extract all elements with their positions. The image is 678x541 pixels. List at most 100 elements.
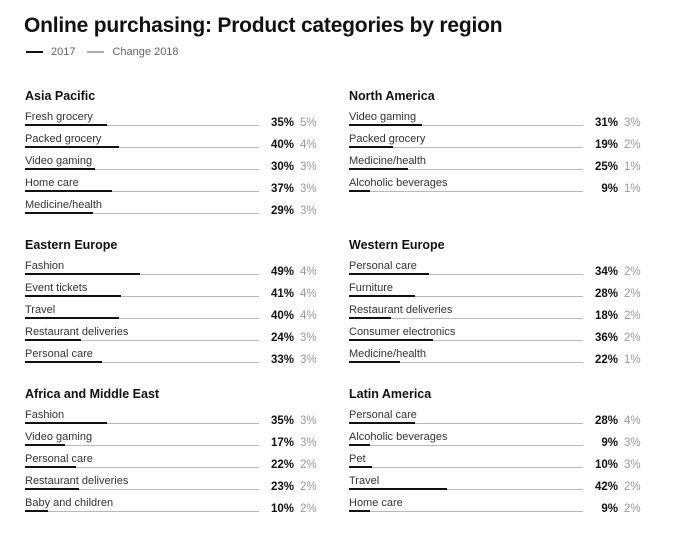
row-baseline bbox=[25, 362, 259, 363]
row-baseline bbox=[25, 489, 259, 490]
value-2017: 36% bbox=[594, 332, 618, 344]
row-asia-pacific-home-care: Home care 37% 3% bbox=[25, 177, 325, 199]
change-2018: 4% bbox=[624, 415, 641, 427]
row-western-europe-furniture: Furniture 28% 2% bbox=[349, 282, 649, 304]
change-2018: 3% bbox=[300, 354, 317, 366]
row-baseline bbox=[25, 467, 259, 468]
row-label: Personal care bbox=[25, 453, 93, 465]
change-2018: 2% bbox=[300, 481, 317, 493]
row-baseline bbox=[349, 511, 583, 512]
change-2018: 2% bbox=[624, 481, 641, 493]
change-2018: 4% bbox=[300, 266, 317, 278]
bar-2017-video-gaming bbox=[25, 168, 96, 170]
row-latin-america-alcoholic-beverages: Alcoholic beverages 9% 3% bbox=[349, 431, 649, 453]
row-western-europe-medicine-health: Medicine/health 22% 1% bbox=[349, 348, 649, 370]
change-2018: 1% bbox=[624, 183, 641, 195]
change-2018: 3% bbox=[300, 437, 317, 449]
row-eastern-europe-fashion: Fashion 49% 4% bbox=[25, 260, 325, 282]
value-2017: 19% bbox=[594, 139, 618, 151]
change-2018: 3% bbox=[300, 183, 317, 195]
row-baseline bbox=[349, 318, 583, 319]
row-asia-pacific-fresh-grocery: Fresh grocery 35% 5% bbox=[25, 111, 325, 133]
row-baseline bbox=[25, 340, 259, 341]
bar-2017-personal-care bbox=[25, 361, 103, 363]
value-2017: 9% bbox=[601, 183, 618, 195]
panel-eastern-europe: Eastern Europe Fashion 49% 4% Event tickets 4… bbox=[25, 238, 325, 370]
bar-2017-consumer-electronics bbox=[349, 339, 434, 341]
bar-2017-packed-grocery bbox=[25, 146, 119, 148]
row-north-america-alcoholic-beverages: Alcoholic beverages 9% 1% bbox=[349, 177, 649, 199]
row-baseline bbox=[349, 147, 583, 148]
value-2017: 33% bbox=[270, 354, 294, 366]
row-label: Restaurant deliveries bbox=[25, 326, 129, 338]
row-label: Travel bbox=[349, 475, 380, 487]
panel-title-western-europe: Western Europe bbox=[349, 238, 445, 252]
value-2017: 34% bbox=[594, 266, 618, 278]
row-label: Video gaming bbox=[25, 155, 93, 167]
row-latin-america-home-care: Home care 9% 2% bbox=[349, 497, 649, 519]
value-2017: 28% bbox=[594, 415, 618, 427]
change-2018: 5% bbox=[300, 117, 317, 129]
value-2017: 22% bbox=[594, 354, 618, 366]
value-2017: 9% bbox=[601, 437, 618, 449]
row-baseline bbox=[25, 147, 259, 148]
row-baseline bbox=[349, 169, 583, 170]
bar-2017-restaurant-deliveries bbox=[25, 488, 79, 490]
row-baseline bbox=[349, 423, 583, 424]
chart-title: Online purchasing: Product categories by… bbox=[24, 14, 503, 37]
row-label: Alcoholic beverages bbox=[349, 431, 448, 443]
change-2018: 3% bbox=[300, 161, 317, 173]
row-latin-america-pet: Pet 10% 3% bbox=[349, 453, 649, 475]
value-2017: 41% bbox=[270, 288, 294, 300]
row-label: Personal care bbox=[349, 409, 417, 421]
row-label: Restaurant deliveries bbox=[25, 475, 129, 487]
row-baseline bbox=[349, 489, 583, 490]
value-2017: 17% bbox=[270, 437, 294, 449]
row-label: Furniture bbox=[349, 282, 394, 294]
row-baseline bbox=[349, 362, 583, 363]
row-baseline bbox=[25, 511, 259, 512]
legend-item-change-2018: Change 2018 bbox=[87, 46, 179, 58]
bar-2017-alcoholic-beverages bbox=[349, 190, 371, 192]
change-2018: 3% bbox=[624, 117, 641, 129]
change-2018: 1% bbox=[624, 354, 641, 366]
bar-2017-video-gaming bbox=[25, 444, 65, 446]
row-label: Personal care bbox=[349, 260, 417, 272]
change-2018: 3% bbox=[300, 415, 317, 427]
row-label: Alcoholic beverages bbox=[349, 177, 448, 189]
row-label: Event tickets bbox=[25, 282, 88, 294]
bar-2017-pet bbox=[349, 466, 373, 468]
row-label: Medicine/health bbox=[349, 348, 427, 360]
value-2017: 49% bbox=[270, 266, 294, 278]
row-latin-america-personal-care: Personal care 28% 4% bbox=[349, 409, 649, 431]
bar-2017-personal-care bbox=[25, 466, 77, 468]
row-western-europe-consumer-electronics: Consumer electronics 36% 2% bbox=[349, 326, 649, 348]
row-baseline bbox=[349, 296, 583, 297]
panel-western-europe: Western Europe Personal care 34% 2% Furnitur… bbox=[349, 238, 649, 370]
row-label: Home care bbox=[25, 177, 79, 189]
row-label: Video gaming bbox=[25, 431, 93, 443]
panel-africa-and-middle-east: Africa and Middle East Fashion 35% 3% Video … bbox=[25, 387, 325, 519]
value-2017: 29% bbox=[270, 205, 294, 217]
legend-label-change-2018: Change 2018 bbox=[112, 46, 179, 58]
value-2017: 40% bbox=[270, 310, 294, 322]
value-2017: 9% bbox=[601, 503, 618, 515]
panel-title-eastern-europe: Eastern Europe bbox=[25, 238, 118, 252]
row-baseline bbox=[25, 423, 259, 424]
value-2017: 31% bbox=[594, 117, 618, 129]
bar-2017-home-care bbox=[25, 190, 112, 192]
row-label: Home care bbox=[349, 497, 403, 509]
bar-2017-baby-and-children bbox=[25, 510, 49, 512]
row-asia-pacific-medicine-health: Medicine/health 29% 3% bbox=[25, 199, 325, 221]
panel-latin-america: Latin America Personal care 28% 4% Alcoholic… bbox=[349, 387, 649, 519]
legend-swatch-2017 bbox=[26, 51, 43, 53]
row-label: Personal care bbox=[25, 348, 93, 360]
bar-2017-packed-grocery bbox=[349, 146, 394, 148]
change-2018: 2% bbox=[624, 288, 641, 300]
row-asia-pacific-packed-grocery: Packed grocery 40% 4% bbox=[25, 133, 325, 155]
row-africa-and-middle-east-fashion: Fashion 35% 3% bbox=[25, 409, 325, 431]
change-2018: 3% bbox=[300, 205, 317, 217]
row-africa-and-middle-east-restaurant-deliveries: Restaurant deliveries 23% 2% bbox=[25, 475, 325, 497]
row-north-america-video-gaming: Video gaming 31% 3% bbox=[349, 111, 649, 133]
value-2017: 28% bbox=[594, 288, 618, 300]
